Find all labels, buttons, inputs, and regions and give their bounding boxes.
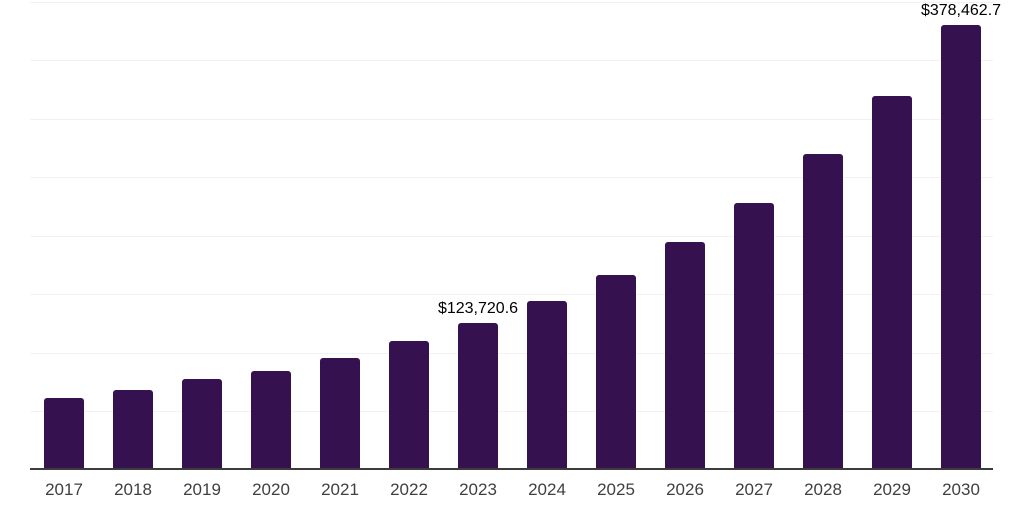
bar-2026 (665, 241, 705, 468)
bar-2019 (182, 379, 222, 468)
gridline (30, 60, 993, 61)
x-axis-tick-label-2018: 2018 (114, 480, 152, 499)
x-axis-tick-label-2026: 2026 (666, 480, 704, 499)
bar-2017 (44, 398, 84, 468)
x-axis-tick-label-2028: 2028 (804, 480, 842, 499)
x-axis-tick-label-2020: 2020 (252, 480, 290, 499)
bar-2025 (596, 274, 636, 468)
gridline (30, 1, 993, 3)
gridline (30, 352, 993, 354)
gridline (30, 177, 993, 178)
x-axis-tick-label-2030: 2030 (942, 480, 980, 499)
bar-2030 (941, 25, 981, 468)
x-axis-tick-label-2023: 2023 (459, 480, 497, 499)
bar-2027 (734, 202, 774, 468)
gridline (30, 235, 993, 237)
plot-area: $123,720.6 $378,462.7 (30, 0, 1001, 470)
x-axis-tick-label-2017: 2017 (45, 480, 83, 499)
gridline (30, 294, 993, 295)
x-axis: 2017 2018 2019 2020 2021 2022 2023 2024 2025 2026… (30, 480, 993, 504)
data-label-2030: $378,462.7 (920, 2, 1002, 20)
bar-2021 (320, 358, 360, 468)
x-axis-tick-label-2024: 2024 (528, 480, 566, 499)
x-axis-tick-label-2025: 2025 (597, 480, 635, 499)
gridline (30, 411, 993, 412)
x-axis-tick-label-2029: 2029 (873, 480, 911, 499)
data-label-2023: $123,720.6 (437, 300, 519, 318)
bar-2029 (872, 96, 912, 468)
bar-2028 (803, 154, 843, 468)
bar-2023 (458, 323, 498, 468)
bar-2020 (251, 371, 291, 468)
x-axis-tick-label-2027: 2027 (735, 480, 773, 499)
bar-2022 (389, 341, 429, 468)
x-axis-tick-label-2021: 2021 (321, 480, 359, 499)
x-axis-tick-label-2022: 2022 (390, 480, 428, 499)
gridline (30, 118, 993, 120)
x-axis-tick-label-2019: 2019 (183, 480, 221, 499)
bar-2024 (527, 300, 567, 468)
bar-2018 (113, 390, 153, 468)
